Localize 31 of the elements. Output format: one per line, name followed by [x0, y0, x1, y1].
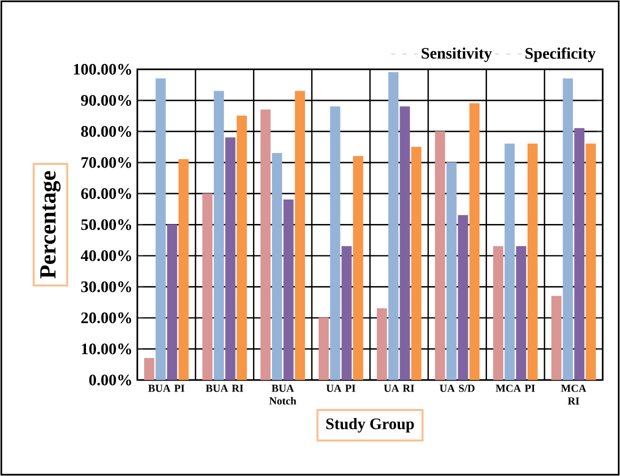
y-tick-label: 90.00% — [81, 94, 132, 106]
bar — [551, 296, 562, 380]
y-tick-label: 100.00% — [74, 64, 132, 75]
bar — [376, 308, 387, 380]
x-tick-label: UA PI — [326, 384, 356, 392]
bar — [434, 131, 446, 380]
bar — [318, 318, 329, 380]
x-tick-label: BUA RI — [206, 384, 244, 392]
y-tick-label: 80.00% — [81, 126, 132, 137]
y-axis-title: Percentage — [40, 171, 61, 278]
legend-label: Sensitivity — [422, 47, 492, 62]
bar — [144, 358, 154, 380]
y-tick-label: 30.00% — [81, 281, 132, 292]
y-tick-label: 60.00% — [81, 188, 132, 200]
x-axis-title: Study Group — [326, 418, 414, 433]
bar — [260, 109, 271, 380]
y-tick-label: 40.00% — [80, 250, 132, 262]
x-tick-label: UA RI — [384, 384, 414, 392]
y-tick-label: 10.00% — [82, 344, 132, 354]
bar — [493, 246, 504, 380]
y-tick-label: 70.00% — [82, 157, 132, 168]
x-tick-label: UA S/D — [440, 384, 474, 392]
legend-label: Specificity — [526, 47, 596, 62]
bar — [202, 193, 212, 380]
y-tick-label: 50.00% — [81, 219, 132, 230]
y-tick-label: 20.00% — [81, 312, 132, 324]
x-tick-label: MCA PI — [496, 384, 535, 392]
x-tick-label: BUA Notch — [269, 384, 296, 405]
x-tick-label: BUA PI — [148, 384, 184, 392]
x-tick-label: MCA RI — [561, 384, 586, 404]
y-tick-label: 0.00% — [89, 374, 132, 386]
